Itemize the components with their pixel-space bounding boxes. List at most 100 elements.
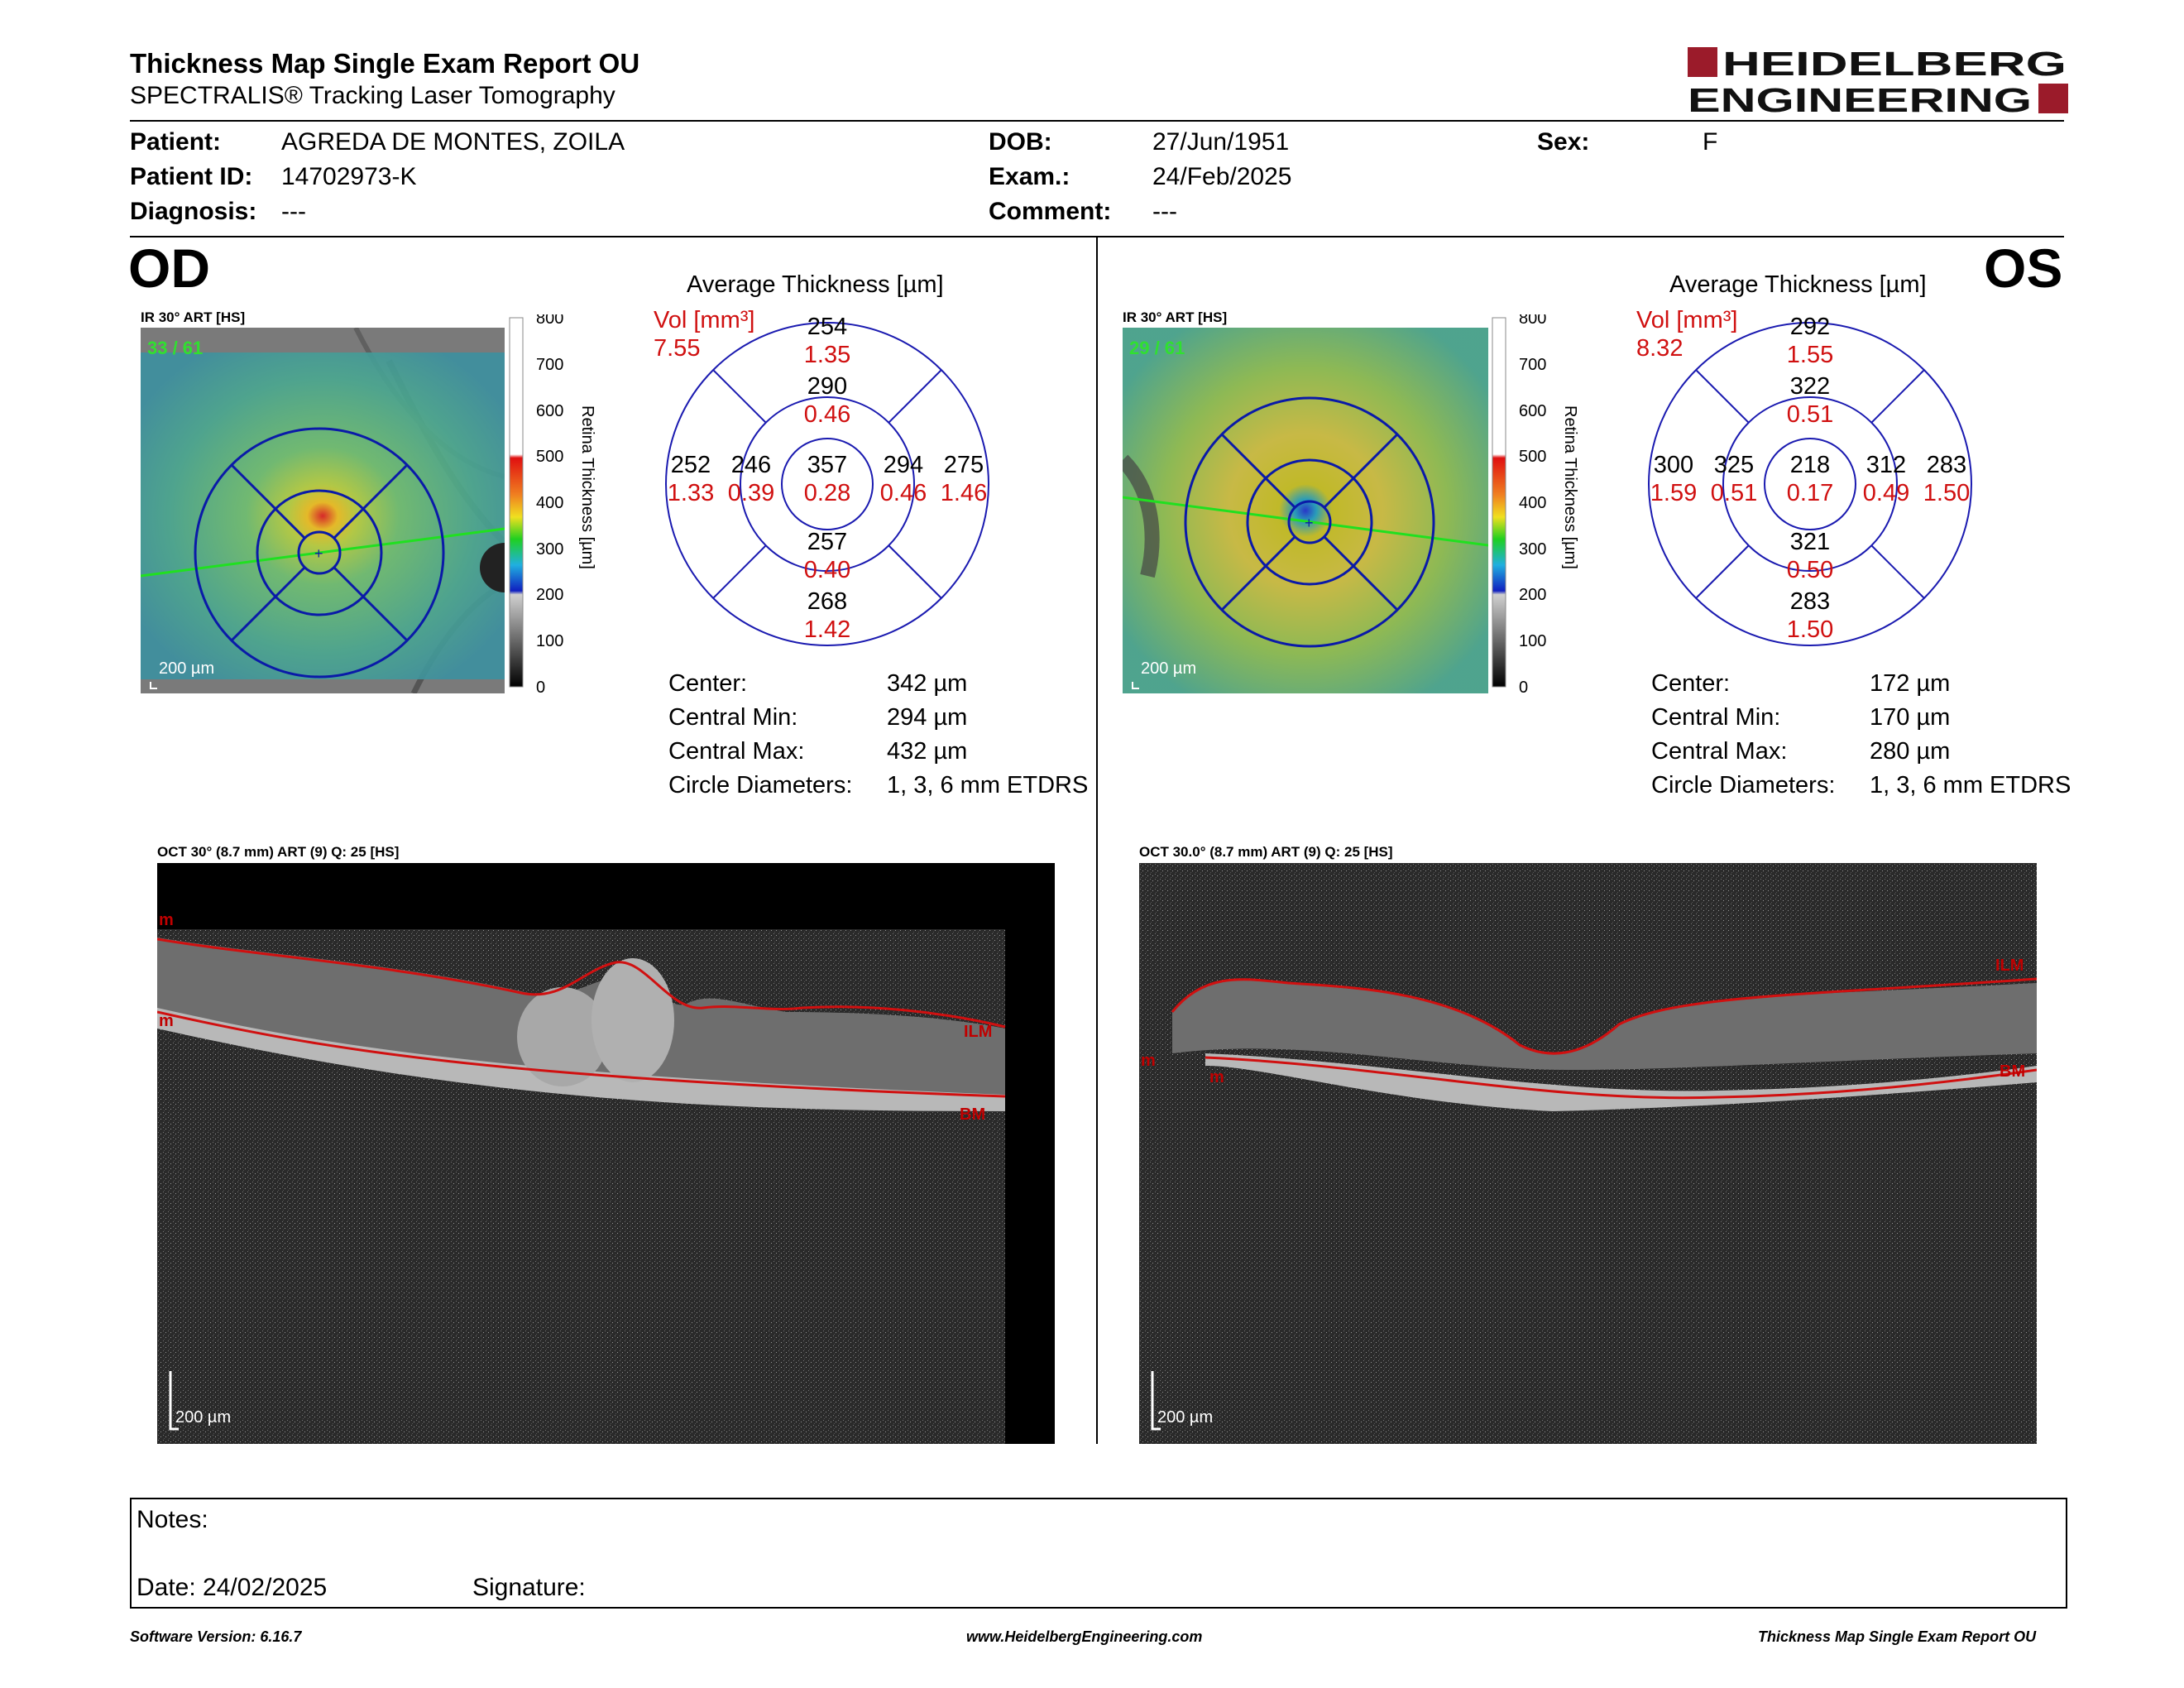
od-ir-scale: 200 µm (159, 659, 214, 678)
os-vol-total: 8.32 (1636, 335, 1684, 362)
od-vol-total: 7.55 (654, 335, 701, 362)
od-bm-label: BM (960, 1105, 985, 1124)
os-vol-box: Vol [mm³] 8.32 (1636, 306, 1737, 362)
od-center-value: 342 µm (887, 670, 968, 697)
cbar-tick-700: 700 (536, 356, 563, 374)
os-bm-label: BM (2000, 1062, 2025, 1081)
sex-value: F (1703, 128, 1718, 156)
date-label: Date: 24/02/2025 (136, 1574, 328, 1601)
od-oct-label: OCT 30° (8.7 mm) ART (9) Q: 25 [HS] (157, 844, 400, 860)
od-outer-left: 252 1.33 (667, 452, 715, 506)
notes-box[interactable]: Notes: Date: 24/02/2025 Signature: (130, 1498, 2067, 1609)
od-center-label: Center: (668, 670, 748, 697)
diagnosis-label: Diagnosis: (130, 198, 257, 225)
od-diam-value: 1, 3, 6 mm ETDRS (887, 772, 1089, 798)
os-min-value: 170 µm (1870, 704, 1951, 731)
signature-label: Signature: (472, 1574, 586, 1601)
cbar-tick-600: 600 (536, 402, 563, 420)
od-outer-right: 275 1.46 (940, 452, 988, 506)
od-thickness-colorbar: 800 700 600 500 400 300 200 100 0 Retina… (509, 314, 596, 695)
os-inner-superior: 322 0.51 (1786, 373, 1834, 428)
notes-label: Notes: (136, 1506, 208, 1533)
od-chart-title: Average Thickness [µm] (687, 271, 944, 298)
os-cbar-tick-700: 700 (1519, 356, 1546, 374)
patient-label: Patient: (130, 128, 222, 156)
comment-value: --- (1152, 198, 1177, 225)
cbar-tick-500: 500 (536, 448, 563, 466)
website-link[interactable]: www.HeidelbergEngineering.com (966, 1628, 1203, 1645)
os-cbar-tick-100: 100 (1519, 632, 1546, 650)
od-center: 357 0.28 (803, 452, 851, 506)
cbar-tick-200: 200 (536, 586, 563, 604)
os-ir-counter: 29 / 61 (1129, 338, 1185, 358)
brand-line2: ENGINEERING (1688, 81, 2032, 117)
cbar-tick-800: 800 (536, 314, 563, 328)
os-center-label: Center: (1651, 670, 1731, 697)
svg-text:+: + (314, 545, 323, 562)
os-ilm-label: ILM (1995, 957, 2024, 975)
od-inner-left: 246 0.39 (727, 452, 775, 506)
os-max-value: 280 µm (1870, 738, 1951, 765)
od-min-value: 294 µm (887, 704, 968, 731)
exam-value: 24/Feb/2025 (1152, 163, 1292, 190)
dob-label: DOB: (989, 128, 1052, 156)
od-m-label-2: m (159, 1012, 174, 1030)
od-m-label-1: m (159, 911, 174, 929)
os-cbar-tick-800: 800 (1519, 314, 1546, 328)
svg-text:+: + (1305, 515, 1314, 531)
od-eye-label: OD (128, 237, 210, 299)
brand-line1: HEIDELBERG (1722, 46, 2067, 83)
os-inner-inferior: 321 0.50 (1786, 529, 1834, 583)
os-m-label-1: m (1209, 1068, 1224, 1086)
report-subtitle: SPECTRALIS® Tracking Laser Tomography (130, 82, 615, 109)
od-vol-label: Vol [mm³] (654, 307, 755, 333)
os-outer-superior: 292 1.55 (1786, 314, 1834, 368)
os-thickness-colorbar: 800 700 600 500 400 300 200 100 0 Retina… (1492, 314, 1579, 695)
diagnosis-value: --- (281, 198, 306, 225)
os-vol-label: Vol [mm³] (1636, 307, 1738, 333)
svg-text:m: m (1141, 1052, 1156, 1070)
od-oct-scale: 200 µm (175, 1408, 231, 1427)
os-center-value: 172 µm (1870, 670, 1951, 697)
os-oct-label: OCT 30.0° (8.7 mm) ART (9) Q: 25 [HS] (1139, 844, 1393, 860)
od-max-value: 432 µm (887, 738, 968, 765)
os-cbar-tick-300: 300 (1519, 540, 1546, 559)
od-inner-inferior: 257 0.40 (803, 529, 851, 583)
cbar-tick-100: 100 (536, 632, 563, 650)
od-ilm-label: ILM (964, 1023, 992, 1041)
os-etdrs-grid (1648, 322, 1972, 646)
os-cbar-title: Retina Thickness [µm] (1561, 405, 1579, 569)
od-vol-box: Vol [mm³] 7.55 (654, 306, 754, 362)
os-cbar-tick-0: 0 (1519, 679, 1528, 695)
software-version: Software Version: 6.16.7 (130, 1628, 302, 1645)
cbar-title: Retina Thickness [µm] (578, 405, 596, 569)
footer-report-name: Thickness Map Single Exam Report OU (1758, 1628, 2037, 1645)
os-inner-right: 312 0.49 (1862, 452, 1910, 506)
patient-name: AGREDA DE MONTES, ZOILA (281, 128, 625, 156)
od-inner-right: 294 0.46 (879, 452, 927, 506)
od-max-label: Central Max: (668, 738, 805, 765)
os-outer-right: 283 1.50 (1923, 452, 1971, 506)
od-ir-label: IR 30° ART [HS] (141, 309, 246, 325)
os-cbar-tick-500: 500 (1519, 448, 1546, 466)
os-diam-value: 1, 3, 6 mm ETDRS (1870, 772, 2071, 798)
comment-label: Comment: (989, 198, 1112, 225)
os-ir-label: IR 30° ART [HS] (1123, 309, 1228, 325)
os-ir-scale: 200 µm (1141, 659, 1196, 678)
os-min-label: Central Min: (1651, 704, 1781, 731)
od-outer-superior: 254 1.35 (803, 314, 851, 368)
od-outer-inferior: 268 1.42 (803, 588, 851, 643)
report-title: Thickness Map Single Exam Report OU (130, 48, 640, 79)
os-cbar-tick-400: 400 (1519, 494, 1546, 512)
os-outer-inferior: 283 1.50 (1786, 588, 1834, 643)
od-inner-superior: 290 0.46 (803, 373, 851, 428)
sex-label: Sex: (1537, 128, 1590, 156)
cbar-tick-400: 400 (536, 494, 563, 512)
os-outer-left: 300 1.59 (1650, 452, 1698, 506)
os-oct-scale: 200 µm (1157, 1408, 1213, 1427)
heidelberg-logo: HEIDELBERG ENGINEERING (1688, 46, 2068, 117)
cbar-tick-0: 0 (536, 679, 545, 695)
os-cbar-tick-600: 600 (1519, 402, 1546, 420)
od-etdrs-grid (665, 322, 989, 646)
od-oct-bscan: m m ILM BM 200 µm (157, 863, 1055, 1444)
